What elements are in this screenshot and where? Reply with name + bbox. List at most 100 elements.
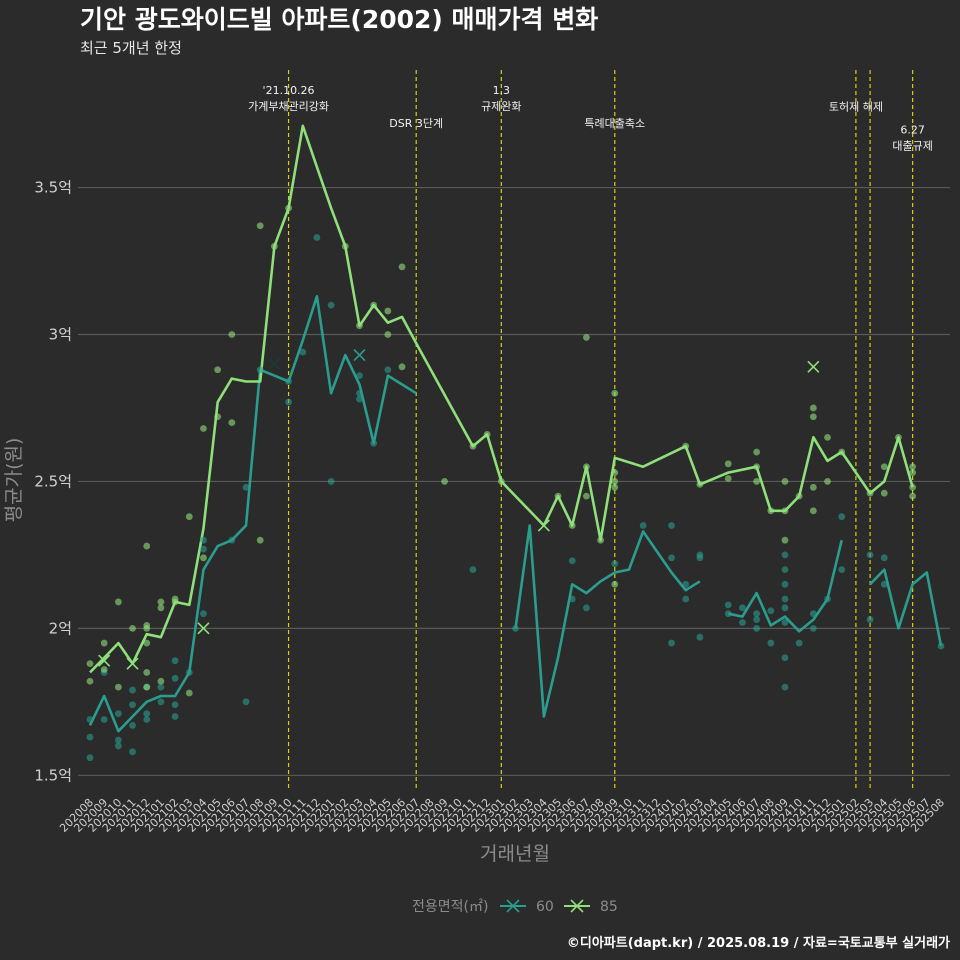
series-85-point xyxy=(583,463,590,471)
series-60-point xyxy=(781,604,789,612)
series-60-point xyxy=(242,698,250,706)
series-85-point xyxy=(143,624,151,632)
legend: 전용면적(㎡) 60 85 xyxy=(412,899,618,915)
series-60-point xyxy=(157,683,165,691)
series-85-point xyxy=(880,489,888,497)
series-85-point xyxy=(200,554,207,562)
series-60-point xyxy=(285,378,292,385)
series-85-point xyxy=(809,404,817,412)
event-label: 특례대출축소 xyxy=(584,117,645,130)
event-label: 규제완화 xyxy=(481,100,521,113)
series-60-point xyxy=(299,348,307,356)
series-85-point xyxy=(611,580,619,588)
event-label: DSR 3단계 xyxy=(389,117,443,130)
event-label: 가계부채관리강화 xyxy=(248,100,329,113)
series-85-point xyxy=(895,433,902,441)
series-60-point xyxy=(781,619,789,626)
series-85-point xyxy=(185,689,193,697)
series-85-cross xyxy=(98,654,111,667)
series-60-point xyxy=(824,595,831,603)
series-85-point xyxy=(256,222,264,230)
y-tick-label: 3억 xyxy=(49,325,72,343)
series-85-point xyxy=(200,425,207,432)
series-85-point xyxy=(824,433,831,441)
series-60-point xyxy=(781,683,789,691)
series-85-point xyxy=(356,322,363,330)
series-85-point xyxy=(880,463,888,471)
series-85-point xyxy=(398,363,406,371)
series-85-point xyxy=(469,442,477,450)
series-85-point xyxy=(157,677,165,685)
y-tick-labels: 1.5억 2억 2.5억 3억 3.5억 xyxy=(34,179,72,785)
legend-label: 85 xyxy=(600,899,618,915)
series-60-point xyxy=(668,639,675,647)
y-tick-label: 3.5억 xyxy=(34,179,72,197)
series-85-point xyxy=(724,475,732,482)
series-60-point xyxy=(668,522,675,529)
y-tick-label: 2억 xyxy=(49,619,72,637)
legend-cross xyxy=(506,899,520,913)
series-85-point xyxy=(100,666,108,673)
series-60-point xyxy=(866,616,874,623)
legend-label: 60 xyxy=(536,899,554,915)
y-tick-label: 1.5억 xyxy=(34,766,72,784)
series-60-point xyxy=(639,522,647,529)
series-60-point xyxy=(795,639,803,647)
series-85-point xyxy=(909,469,917,477)
x-axis-title: 거래년월 xyxy=(480,843,550,865)
cross-stroke xyxy=(807,360,820,373)
series-60-point xyxy=(866,551,874,559)
series-60-line xyxy=(728,539,843,633)
cross-stroke xyxy=(197,622,210,635)
series-85-point xyxy=(696,480,704,488)
series-60-point xyxy=(838,566,846,573)
series-60-point xyxy=(781,654,789,662)
series-60-point xyxy=(171,701,179,709)
series-85-point xyxy=(611,389,619,397)
cross-stroke xyxy=(98,654,111,667)
event-label: 6.27 xyxy=(900,124,925,137)
series-85-point xyxy=(611,478,619,485)
series-85-point xyxy=(143,639,151,647)
series-60-point xyxy=(809,610,817,618)
series-85-point xyxy=(256,536,264,544)
series-other-cross xyxy=(268,357,281,370)
cross-stroke xyxy=(537,519,550,532)
legend-items: 60 85 xyxy=(500,899,618,915)
series-60-point xyxy=(327,478,335,485)
series-60-point xyxy=(583,604,590,612)
series-85-point xyxy=(86,660,94,668)
series-85-point xyxy=(554,492,562,500)
series-60-point xyxy=(781,580,789,588)
series-points xyxy=(86,204,945,762)
series-85-point xyxy=(114,683,122,691)
series-85-point xyxy=(143,683,151,691)
series-85-point xyxy=(824,478,831,485)
series-60-point xyxy=(781,566,789,573)
series-85-point xyxy=(270,242,278,250)
series-60-point xyxy=(724,610,732,618)
series-85-point xyxy=(753,448,761,456)
series-85-point xyxy=(909,492,917,500)
series-60-point xyxy=(157,698,165,706)
legend-title: 전용면적(㎡) xyxy=(412,899,488,915)
series-60-point xyxy=(200,610,207,618)
series-85-point xyxy=(781,478,789,485)
series-60-point xyxy=(739,604,746,612)
series-60-point xyxy=(129,721,136,729)
series-60-point xyxy=(809,624,817,632)
series-60-point xyxy=(185,669,193,676)
series-60-point xyxy=(114,736,122,744)
series-60-point xyxy=(469,566,477,573)
series-85-point xyxy=(157,598,165,606)
series-85-point xyxy=(611,469,619,477)
series-60-point xyxy=(313,234,321,241)
series-60-point xyxy=(753,616,761,623)
series-85-point xyxy=(838,448,846,456)
series-85-point xyxy=(767,507,775,515)
chart-title: 기안 광도와이드빌 아파트(2002) 매매가격 변화 xyxy=(80,5,598,34)
series-60-line xyxy=(514,524,701,718)
series-85-point xyxy=(809,413,817,421)
